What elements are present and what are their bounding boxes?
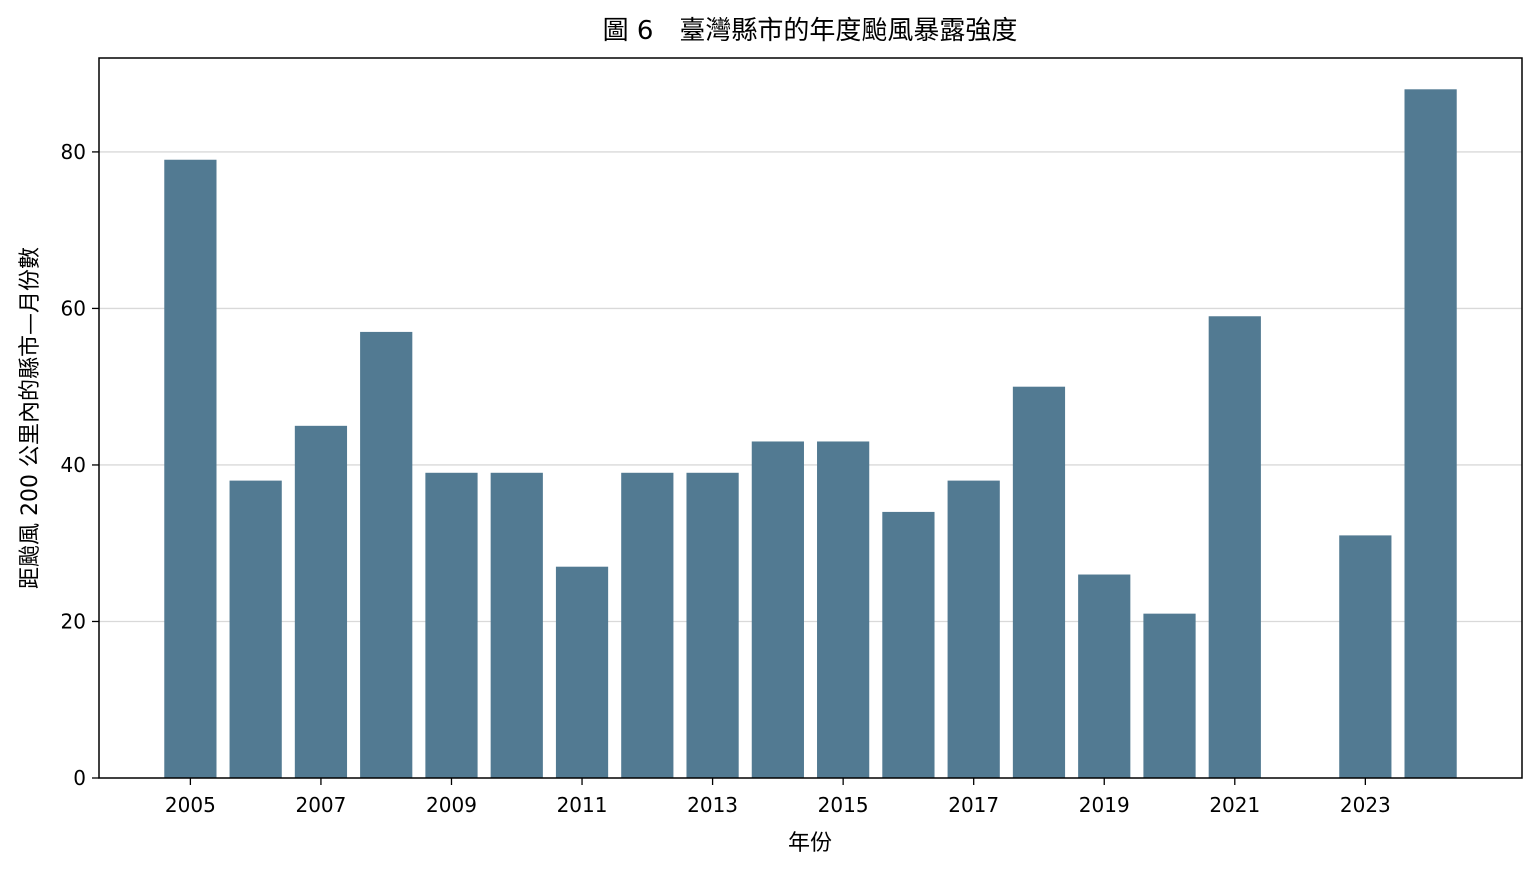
bar-2015 [817,441,870,778]
y-tick-label: 80 [61,140,86,164]
plot-frame [98,57,1523,779]
bar-2018 [1012,386,1066,778]
bar-2019 [1078,574,1131,778]
x-tick-label: 2015 [818,793,869,817]
x-tick-label: 2017 [948,793,999,817]
y-axis-ticks: 0 20 40 60 80 [61,140,99,790]
x-tick-label: 2021 [1209,793,1260,817]
x-tick-label: 2013 [687,793,738,817]
bar-2016 [882,511,935,778]
y-tick-label: 0 [73,766,86,790]
bar-2012 [621,472,674,778]
bar-2009 [425,472,478,778]
bar-2008 [360,331,413,778]
x-axis-ticks: 2005 2007 2009 2011 2013 2015 2017 2019 2021 2023 [165,778,1391,817]
x-tick-label: 2011 [557,793,608,817]
bar-2010 [490,472,543,778]
bars-group [164,89,1457,779]
bar-2023 [1339,535,1392,778]
bar-2005 [164,159,217,778]
bar-2024 [1404,89,1457,779]
y-tick-label: 60 [61,296,86,320]
bar-2014 [751,441,804,778]
bar-2007 [294,425,348,778]
bar-2020 [1143,613,1196,778]
bar-2006 [229,480,282,778]
y-tick-label: 20 [61,609,86,633]
bar-2017 [947,480,1000,778]
bar-2013 [686,472,739,778]
x-tick-label: 2007 [295,793,346,817]
y-axis-label: 距颱風 200 公里內的縣市—月份數 [18,247,43,589]
x-tick-label: 2023 [1340,793,1391,817]
x-axis-label: 年份 [788,831,832,856]
bar-2011 [555,566,609,778]
x-tick-label: 2019 [1079,793,1130,817]
bar-2021 [1208,316,1261,778]
x-tick-label: 2005 [165,793,216,817]
y-tick-label: 40 [61,453,86,477]
chart-title: 圖 6 臺灣縣市的年度颱風暴露強度 [603,16,1018,46]
x-tick-label: 2009 [426,793,477,817]
